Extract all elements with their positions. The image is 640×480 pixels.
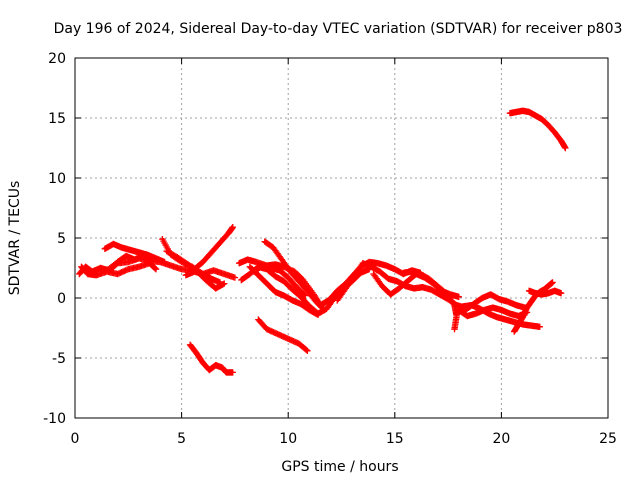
data-point: [161, 258, 168, 266]
x-tick-labels: 0 5 10 15 20 25: [71, 431, 617, 447]
data-point: [221, 280, 228, 287]
data-point: [455, 293, 462, 300]
y-axis-title: SDTVAR / TECUs: [7, 181, 23, 296]
series-trace-13: [261, 238, 328, 314]
data-point: [451, 326, 458, 333]
data-point: [549, 279, 556, 286]
y-tick-label: 5: [57, 231, 66, 247]
series-trace-4: [103, 251, 155, 274]
data-point: [229, 369, 236, 376]
chart-title: Day 196 of 2024, Sidereal Day-to-day VTE…: [54, 21, 623, 37]
data-point: [304, 347, 311, 354]
data-point: [152, 266, 160, 273]
x-tick-label: 25: [599, 431, 617, 447]
x-tick-label: 20: [492, 431, 510, 447]
data-point: [152, 265, 159, 272]
series-trace-12: [246, 263, 322, 318]
series-trace-7: [191, 224, 236, 273]
series-trace-9: [186, 341, 236, 376]
y-tick-label: 15: [48, 111, 66, 127]
data-point: [314, 311, 322, 318]
data-point: [147, 256, 154, 264]
series-trace-24: [506, 107, 569, 152]
x-tick-label: 0: [71, 431, 80, 447]
y-tick-label: 10: [48, 171, 66, 187]
data-point: [536, 323, 543, 330]
series-trace-15: [255, 316, 311, 354]
data-point: [303, 346, 310, 354]
series-trace-5: [159, 236, 224, 286]
data-point: [300, 291, 308, 298]
y-tick-label: -10: [43, 411, 66, 427]
series-trace-23: [525, 287, 565, 298]
x-tick-label: 10: [279, 431, 297, 447]
data-point: [320, 305, 327, 313]
data-point: [229, 224, 236, 231]
data-point: [557, 290, 565, 297]
series-trace-3: [101, 240, 168, 266]
series-trace-14: [250, 262, 309, 299]
data-marks: [76, 107, 569, 376]
data-point: [562, 144, 569, 152]
x-axis-title: GPS time / hours: [281, 459, 398, 475]
series-trace-19: [459, 302, 543, 330]
series-trace-8: [182, 267, 239, 281]
y-tick-label: 20: [48, 51, 66, 67]
y-tick-label: 0: [57, 291, 66, 307]
y-tick-label: -5: [52, 351, 66, 367]
y-tick-labels: -10 -5 0 5 10 15 20: [43, 51, 66, 427]
x-tick-label: 5: [177, 431, 186, 447]
x-tick-label: 15: [386, 431, 404, 447]
data-point: [231, 274, 239, 281]
data-point: [148, 257, 155, 264]
plot-frame: [74, 57, 609, 419]
data-point: [302, 292, 309, 299]
data-point: [321, 306, 328, 314]
